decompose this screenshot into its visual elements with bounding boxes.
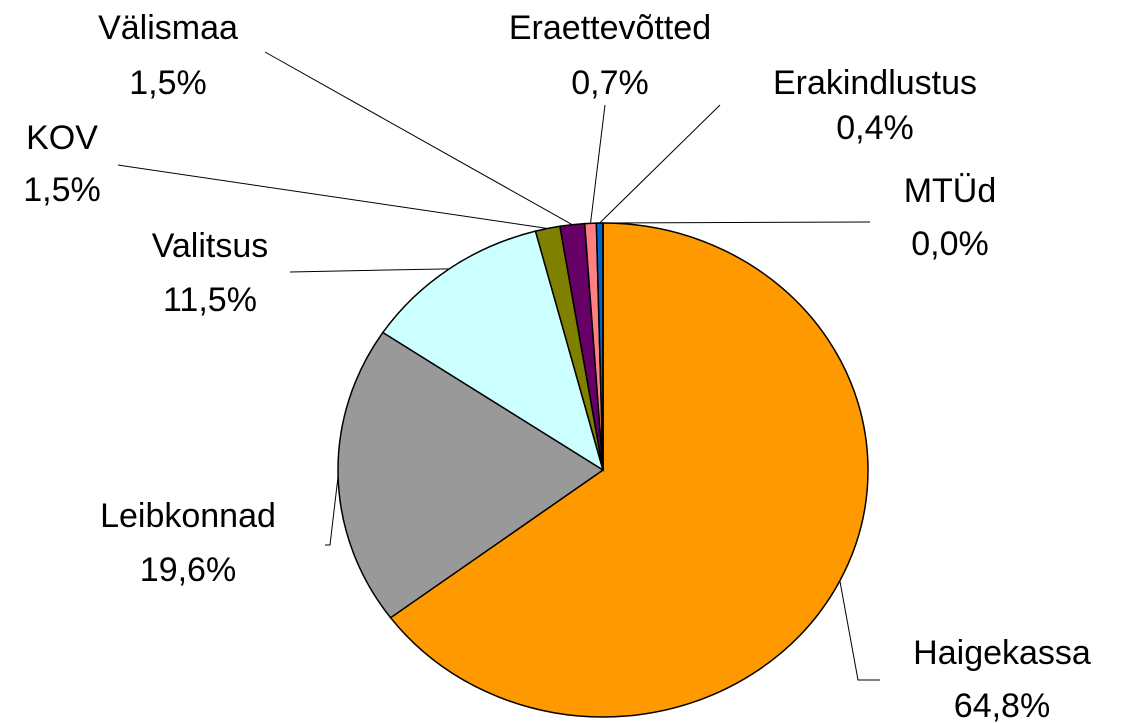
leader-line [839,580,880,681]
slice-label: MTÜd [904,172,997,210]
slice-label: Valitsus [152,227,269,265]
slice-value-label: 64,8% [954,687,1050,723]
slice-label: Erakindlustus [773,64,977,102]
slice-label: Leibkonnad [100,497,276,535]
slice-label: Välismaa [98,9,238,47]
pie-slice [381,230,605,472]
slice-value-label: 0,4% [836,109,914,147]
slice-value-label: 0,0% [911,225,989,263]
slice-label: Haigekassa [913,634,1091,672]
slice-value-label: 1,5% [129,64,207,102]
leader-line [289,268,450,273]
leader-line [325,476,339,546]
slice-label: Eraettevõtted [509,9,711,47]
leader-line [599,104,721,224]
leader-line [590,104,606,224]
leader-line [264,51,573,226]
slice-label: KOV [26,119,98,157]
pie-slice [337,331,605,619]
leader-line [117,164,548,229]
leader-line [602,221,871,224]
slice-value-label: 19,6% [140,551,236,589]
slice-value-label: 0,7% [571,64,649,102]
slice-value-label: 11,5% [163,281,257,319]
pie-slice [389,222,869,718]
slice-value-label: 1,5% [23,171,101,209]
